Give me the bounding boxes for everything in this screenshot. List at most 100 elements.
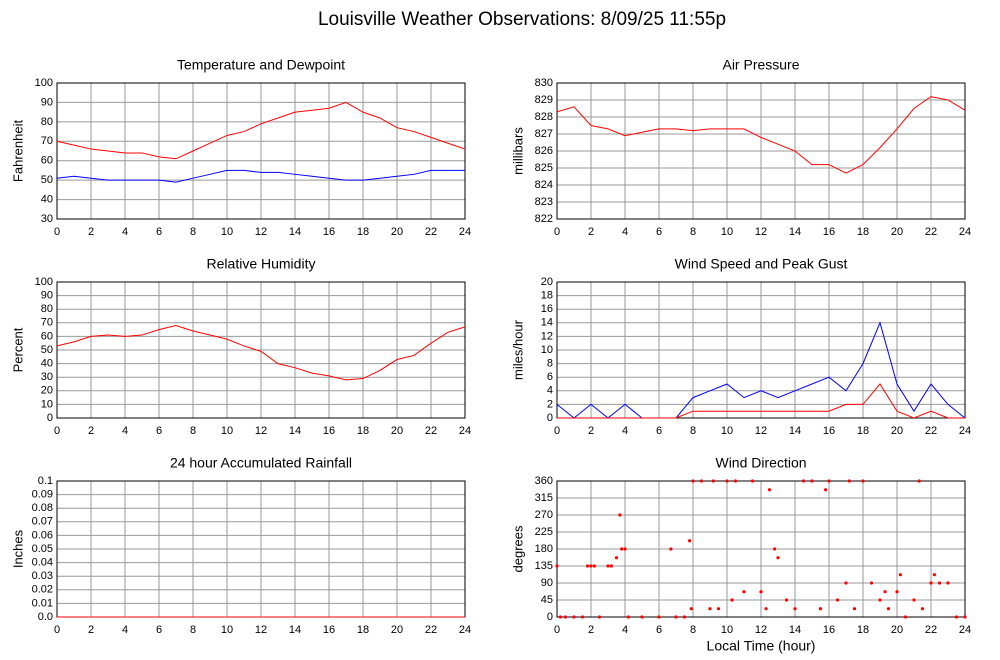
- x-tick-label: 6: [156, 226, 162, 238]
- y-tick-label: 4: [547, 385, 553, 397]
- data-point: [937, 581, 942, 585]
- x-tick-label: 18: [357, 425, 369, 437]
- x-tick-label: 4: [122, 425, 128, 437]
- x-tick-label: 8: [690, 425, 696, 437]
- y-tick-label: 45: [541, 594, 553, 606]
- y-tick-label: 80: [41, 303, 53, 315]
- y-axis-label: Fahrenheit: [10, 120, 25, 183]
- x-tick-label: 12: [255, 624, 267, 636]
- x-tick-label: 22: [925, 624, 937, 636]
- x-tick-label: 22: [925, 425, 937, 437]
- x-tick-label: 24: [459, 624, 471, 636]
- y-tick-label: 0.03: [32, 570, 53, 582]
- data-point: [691, 479, 695, 483]
- x-tick-label: 10: [221, 425, 233, 437]
- x-tick-label: 10: [721, 425, 733, 437]
- data-point: [688, 539, 692, 543]
- y-tick-label: 70: [41, 135, 53, 147]
- data-point: [606, 564, 610, 568]
- data-line: [56, 169, 465, 183]
- data-point: [835, 598, 840, 602]
- x-tick-label: 22: [425, 226, 437, 238]
- x-tick-label: 2: [588, 226, 594, 238]
- x-tick-label: 22: [925, 226, 937, 238]
- x-tick-label: 14: [289, 624, 301, 636]
- x-tick-label: 14: [789, 226, 801, 238]
- x-tick-label: 18: [357, 226, 369, 238]
- y-tick-label: 90: [41, 96, 53, 108]
- x-tick-label: 24: [459, 425, 471, 437]
- data-point: [733, 479, 738, 483]
- x-tick-label: 16: [323, 624, 335, 636]
- y-tick-label: 10: [541, 344, 553, 356]
- data-point: [920, 607, 925, 611]
- y-tick-label: 2: [547, 398, 553, 410]
- y-tick-label: 829: [535, 94, 553, 106]
- y-tick-label: 0.07: [32, 516, 53, 528]
- y-tick-label: 70: [41, 317, 53, 329]
- data-point: [810, 479, 814, 483]
- y-tick-label: 20: [41, 385, 53, 397]
- x-tick-label: 2: [88, 624, 94, 636]
- y-tick-label: 0.04: [32, 557, 53, 569]
- x-tick-label: 16: [823, 226, 835, 238]
- data-point: [640, 615, 644, 619]
- data-point: [929, 581, 933, 585]
- y-tick-label: 90: [541, 577, 553, 589]
- x-tick-label: 22: [425, 624, 437, 636]
- x-tick-label: 20: [891, 624, 903, 636]
- y-tick-label: 0.0: [38, 611, 53, 623]
- data-point: [725, 479, 729, 483]
- y-tick-label: 225: [535, 526, 553, 538]
- data-point: [869, 581, 874, 585]
- x-tick-label: 20: [391, 425, 403, 437]
- y-tick-label: 315: [535, 492, 553, 504]
- y-tick-label: 100: [35, 276, 53, 288]
- y-tick-label: 90: [41, 290, 53, 302]
- x-tick-label: 8: [690, 226, 696, 238]
- y-tick-label: 30: [41, 371, 53, 383]
- data-point: [878, 598, 882, 602]
- y-axis-label: Percent: [10, 327, 25, 372]
- x-tick-label: 12: [755, 425, 767, 437]
- x-tick-label: 12: [755, 624, 767, 636]
- y-tick-label: 0.08: [32, 502, 53, 514]
- x-tick-label: 24: [959, 624, 971, 636]
- data-point: [623, 547, 627, 551]
- x-tick-label: 8: [190, 425, 196, 437]
- data-point: [784, 598, 789, 602]
- x-tick-label: 12: [255, 425, 267, 437]
- x-tick-label: 4: [122, 624, 128, 636]
- y-tick-label: 6: [547, 371, 553, 383]
- data-point: [847, 479, 852, 483]
- data-line: [56, 325, 466, 381]
- y-tick-label: 40: [41, 358, 53, 370]
- x-tick-label: 10: [221, 624, 233, 636]
- x-tick-label: 0: [554, 226, 560, 238]
- data-point: [932, 573, 937, 577]
- data-point: [589, 564, 593, 568]
- y-tick-label: 18: [541, 290, 553, 302]
- y-tick-label: 822: [535, 213, 553, 225]
- panel-title: Wind Speed and Peak Gust: [675, 256, 848, 272]
- data-point: [895, 590, 899, 594]
- x-tick-label: 22: [425, 425, 437, 437]
- y-tick-label: 8: [547, 358, 553, 370]
- data-point: [776, 556, 780, 560]
- data-point: [818, 607, 823, 611]
- x-tick-label: 4: [622, 425, 628, 437]
- x-tick-label: 10: [721, 624, 733, 636]
- data-point: [555, 564, 559, 568]
- y-tick-label: 10: [41, 398, 53, 410]
- data-point: [614, 556, 619, 560]
- x-tick-label: 0: [54, 624, 60, 636]
- data-point: [572, 615, 576, 619]
- panel-title: Air Pressure: [722, 57, 799, 73]
- panel-title: 24 hour Accumulated Rainfall: [170, 455, 352, 471]
- data-point: [883, 590, 887, 594]
- data-point: [657, 615, 661, 619]
- data-point: [793, 607, 797, 611]
- y-tick-label: 0.05: [32, 543, 53, 555]
- data-point: [592, 564, 597, 568]
- x-tick-label: 18: [857, 425, 869, 437]
